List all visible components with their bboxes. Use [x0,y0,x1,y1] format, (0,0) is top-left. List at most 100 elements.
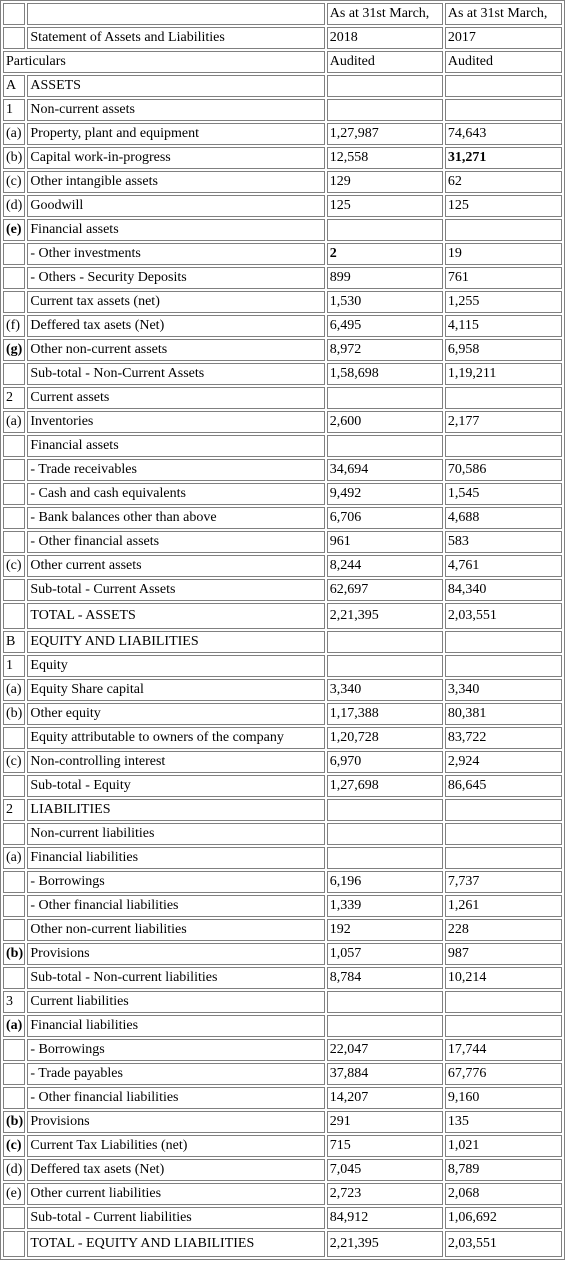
row-index [3,1063,26,1085]
value-2017 [444,1015,562,1037]
header-cell [3,27,26,49]
value-2018: 2,723 [326,1183,443,1205]
value-2018: 7,045 [326,1159,443,1181]
value-2017: 2,924 [444,751,562,773]
row-label: - Other financial assets [27,531,325,553]
value-2018: 34,694 [326,459,443,481]
row-index: (d) [3,1159,26,1181]
table-row: Sub-total - Current liabilities 84,912 1,0… [3,1207,562,1229]
row-index: (a) [3,679,26,701]
table-row: - Trade receivables 34,694 70,586 [3,459,562,481]
row-label: Current tax assets (net) [27,291,325,313]
row-label: Equity attributable to owners of the com… [27,727,325,749]
row-index [3,243,26,265]
row-label: Other equity [27,703,325,725]
value-2017: 1,19,211 [444,363,562,385]
row-label: Provisions [27,1111,325,1133]
row-index: (c) [3,555,26,577]
value-2018: 125 [326,195,443,217]
value-2017: 19 [444,243,562,265]
table-row: Sub-total - Equity 1,27,698 86,645 [3,775,562,797]
row-label: Financial assets [27,435,325,457]
row-index [3,871,26,893]
value-2017 [444,99,562,121]
table-row: (a) Property, plant and equipment 1,27,987… [3,123,562,145]
value-2017: 1,021 [444,1135,562,1157]
value-2017: 83,722 [444,727,562,749]
value-2017: 70,586 [444,459,562,481]
row-label: - Trade payables [27,1063,325,1085]
row-index [3,1039,26,1061]
row-index: 2 [3,387,26,409]
row-index [3,775,26,797]
table-row: 3 Current liabilities [3,991,562,1013]
row-index [3,459,26,481]
table-row: Current tax assets (net) 1,530 1,255 [3,291,562,313]
row-label: Current assets [27,387,325,409]
row-index: (e) [3,219,26,241]
row-index [3,603,26,629]
row-index: (c) [3,1135,26,1157]
value-2017 [444,435,562,457]
table-row: - Other financial assets 961 583 [3,531,562,553]
row-index: (c) [3,751,26,773]
row-label: Non-current liabilities [27,823,325,845]
row-index [3,727,26,749]
row-label: Equity [27,655,325,677]
value-2017: 2,177 [444,411,562,433]
row-index [3,507,26,529]
row-index: (b) [3,1111,26,1133]
row-label: Goodwill [27,195,325,217]
row-label: - Bank balances other than above [27,507,325,529]
value-2018: 899 [326,267,443,289]
value-2017: 8,789 [444,1159,562,1181]
row-index [3,1087,26,1109]
table-row: - Borrowings 22,047 17,744 [3,1039,562,1061]
value-2017 [444,75,562,97]
value-2017: 80,381 [444,703,562,725]
value-2017: 7,737 [444,871,562,893]
row-label: Other non-current assets [27,339,325,361]
table-row: (b) Provisions 291 135 [3,1111,562,1133]
row-index: 3 [3,991,26,1013]
value-2017: 4,688 [444,507,562,529]
value-2017: 9,160 [444,1087,562,1109]
table-row: Equity attributable to owners of the com… [3,727,562,749]
row-label: - Others - Security Deposits [27,267,325,289]
row-label: Property, plant and equipment [27,123,325,145]
row-index [3,363,26,385]
table-row: - Cash and cash equivalents 9,492 1,545 [3,483,562,505]
row-label: - Trade receivables [27,459,325,481]
row-label: Deffered tax asets (Net) [27,1159,325,1181]
header-row-top: As at 31st March, As at 31st March, [3,3,562,25]
row-index: (c) [3,171,26,193]
value-2018 [326,219,443,241]
row-label: Sub-total - Non-Current Assets [27,363,325,385]
value-2018: 2,21,395 [326,1231,443,1257]
value-2018: 6,196 [326,871,443,893]
statement-title: Statement of Assets and Liabilities [27,27,325,49]
row-index: (a) [3,847,26,869]
row-label: Sub-total - Current liabilities [27,1207,325,1229]
row-label: ASSETS [27,75,325,97]
row-label: Inventories [27,411,325,433]
value-2017: 135 [444,1111,562,1133]
row-label: - Other investments [27,243,325,265]
value-2018 [326,631,443,653]
value-2018: 291 [326,1111,443,1133]
value-2018: 129 [326,171,443,193]
table-row: Financial assets [3,435,562,457]
header-row-statement: Statement of Assets and Liabilities 2018… [3,27,562,49]
row-label: Other non-current liabilities [27,919,325,941]
value-2018 [326,387,443,409]
row-index [3,919,26,941]
table-row: (c) Other current assets 8,244 4,761 [3,555,562,577]
row-index [3,823,26,845]
value-2018: 8,784 [326,967,443,989]
value-2017: 987 [444,943,562,965]
value-2017: 1,261 [444,895,562,917]
row-index: (a) [3,411,26,433]
value-2018: 84,912 [326,1207,443,1229]
value-2018 [326,847,443,869]
value-2017: 67,776 [444,1063,562,1085]
